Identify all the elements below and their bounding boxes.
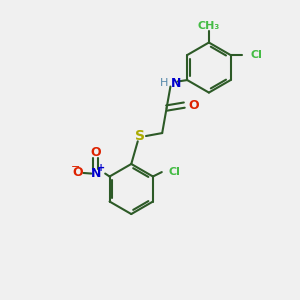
Text: O: O (72, 167, 83, 179)
Text: Cl: Cl (169, 167, 180, 177)
Text: O: O (189, 99, 199, 112)
Text: Cl: Cl (250, 50, 262, 60)
Text: S: S (135, 129, 145, 143)
Text: CH₃: CH₃ (198, 21, 220, 31)
Text: −: − (71, 162, 81, 172)
Text: N: N (170, 76, 181, 89)
Text: H: H (160, 78, 168, 88)
Text: N: N (91, 167, 101, 180)
Text: +: + (97, 163, 105, 173)
Text: O: O (90, 146, 101, 159)
